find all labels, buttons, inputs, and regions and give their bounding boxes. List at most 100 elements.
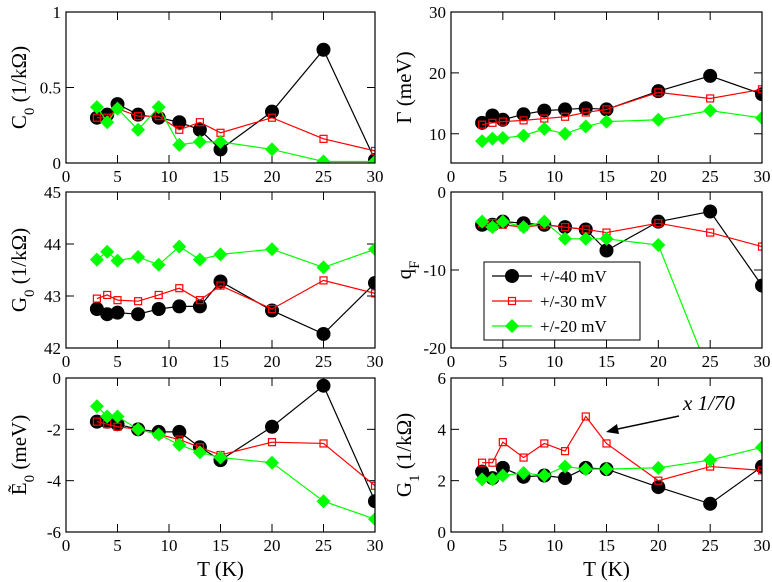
arrow-head [606,424,619,434]
point [131,307,146,322]
x-tick-label: 25 [315,536,332,555]
y-tick-label: 0 [53,369,62,388]
x-tick-label: 20 [650,167,667,186]
plot [475,204,762,348]
y-axis-label-part: Ẽ [7,482,31,495]
point [703,204,718,219]
point [92,417,102,426]
point [475,214,490,229]
legend-label: +/-30 mV [540,292,607,311]
point [755,110,762,125]
y-axis-label-part: Γ (meV) [392,51,416,123]
plot-frame [65,191,376,349]
plot-frame [450,377,763,533]
y-axis-label-part: 1 [407,475,423,483]
point [100,409,115,424]
series-line [482,415,762,482]
point [495,460,510,475]
point [131,122,146,137]
x-tick-label: 30 [367,536,384,555]
point [368,242,375,257]
y-tick-label: -6 [47,523,61,542]
y-tick-label: -2 [47,420,61,439]
y-axis-label-part: (1/kΩ) [7,46,31,108]
point [316,326,331,341]
point [319,439,328,448]
point [654,476,663,485]
point [103,290,112,300]
point [265,142,279,157]
point [151,427,166,442]
x-tick-label: 15 [212,536,229,555]
y-axis-label-part: G [7,297,31,312]
point [540,439,549,448]
y-tick-label: 0.5 [40,79,61,98]
plot-frame [450,191,763,349]
point [495,131,510,146]
point [654,88,663,97]
point [706,94,715,103]
point [368,494,375,509]
x-tick-label: 20 [650,536,667,555]
y-tick-label: 0 [438,523,447,542]
point [370,289,375,298]
point [495,214,510,229]
annotation-arrow [612,415,680,431]
y-axis-label: G1 (1/kΩ) [392,413,423,497]
y-tick-label: 10 [429,125,446,144]
point [602,439,611,448]
point [89,252,104,267]
point [195,118,204,127]
point [755,278,762,293]
plot [89,378,375,527]
plot [475,412,762,511]
legend-label: +/-40 mV [540,267,607,286]
point [651,480,666,495]
point [519,116,528,125]
y-tick-label: 6 [438,369,447,388]
y-axis-label-part: (1/kΩ) [7,228,31,290]
point [92,294,102,303]
point [110,253,125,268]
point [368,154,375,163]
point [485,472,500,487]
point [558,102,573,117]
point [478,458,487,467]
point [216,281,225,290]
y-tick-label: 20 [429,64,446,83]
y-tick-label: 45 [44,183,61,202]
y-tick-label: -10 [423,261,446,280]
point [651,238,666,253]
point [475,134,490,149]
point [755,440,762,455]
y-tick-label: -20 [423,339,446,358]
point [537,468,552,483]
y-axis-label-part: (meV) [7,415,31,475]
point [265,242,279,257]
legend-marker [507,296,517,306]
point [558,471,573,486]
point [172,239,187,254]
point [316,494,331,509]
annotation: x 1/70 [682,391,735,415]
point [578,231,593,246]
y-tick-label: 42 [44,339,61,358]
point [316,154,331,163]
x-tick-label: 5 [113,352,122,371]
x-tick-label: 5 [113,167,122,186]
point [560,447,570,456]
x-tick-label: 0 [62,536,71,555]
point [516,465,531,480]
point [703,68,718,83]
point [316,260,331,275]
x-tick-label: 30 [367,167,384,186]
x-tick-label: 5 [499,352,508,371]
point [485,131,500,146]
point [213,134,228,149]
x-tick-label: 0 [447,352,456,371]
point [602,105,611,114]
point [213,142,228,157]
point [560,112,570,121]
point [175,125,184,134]
point [319,276,328,285]
